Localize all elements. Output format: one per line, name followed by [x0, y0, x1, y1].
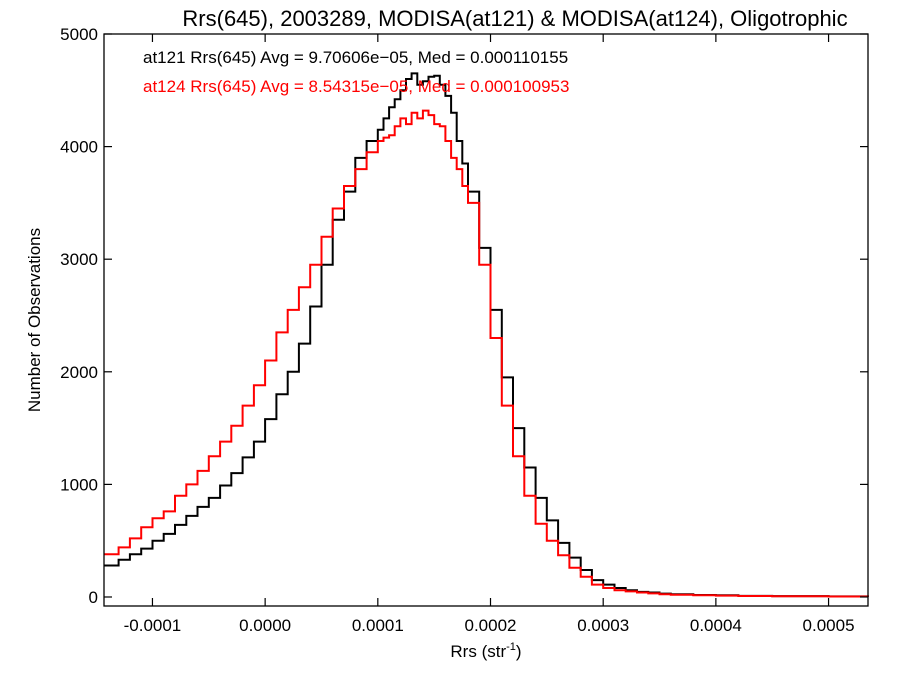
x-tick-label-3: 0.0002 — [465, 616, 517, 635]
legend-entry-at124: at124 Rrs(645) Avg = 8.54315e−05, Med = … — [143, 77, 569, 96]
x-tick-label-5: 0.0004 — [690, 616, 742, 635]
legend-entry-at121: at121 Rrs(645) Avg = 9.70606e−05, Med = … — [143, 48, 568, 67]
x-axis-label: Rrs (str-1) — [450, 641, 521, 661]
x-tick-label-1: 0.0000 — [239, 616, 291, 635]
x-axis-label-close: ) — [516, 642, 522, 661]
x-axis-ticks: -0.0001 0.0000 0.0001 0.0002 0.0003 0.0004 0.0… — [124, 34, 855, 635]
y-tick-label-4: 4000 — [60, 138, 98, 157]
x-axis-label-text: Rrs (str — [450, 642, 506, 661]
x-tick-label-4: 0.0003 — [577, 616, 629, 635]
y-axis-label: Number of Observations — [25, 228, 44, 412]
x-tick-label-0: -0.0001 — [124, 616, 182, 635]
y-tick-label-5: 5000 — [60, 25, 98, 44]
y-tick-label-0: 0 — [89, 588, 98, 607]
plot-frame — [103, 33, 869, 607]
plot-area: -0.0001 0.0000 0.0001 0.0002 0.0003 0.0004 0.0… — [60, 25, 869, 635]
x-tick-label-6: 0.0005 — [803, 616, 855, 635]
chart-title: Rrs(645), 2003289, MODISA(at121) & MODIS… — [182, 6, 847, 31]
y-axis-ticks: 0 1000 2000 3000 4000 5000 — [60, 25, 868, 607]
series-line-at124 — [104, 109, 869, 598]
series-layer — [104, 72, 869, 598]
series-line-at121 — [104, 72, 869, 598]
y-tick-label-3: 3000 — [60, 250, 98, 269]
y-tick-label-1: 1000 — [60, 475, 98, 494]
y-tick-label-2: 2000 — [60, 363, 98, 382]
x-tick-label-2: 0.0001 — [352, 616, 404, 635]
x-axis-label-superscript: -1 — [506, 641, 516, 653]
